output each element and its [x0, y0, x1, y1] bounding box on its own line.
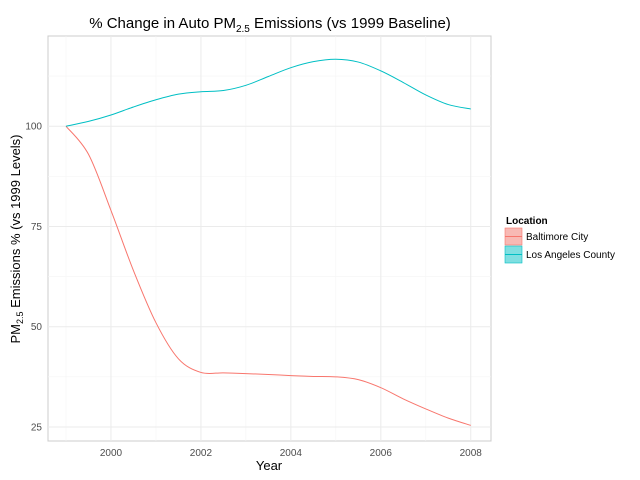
panel-background — [47, 35, 492, 442]
legend-title: Location — [506, 216, 548, 227]
y-tick-label: 75 — [31, 222, 43, 233]
legend: Location Baltimore City Los Angeles Count… — [504, 216, 615, 264]
x-axis-title: Year — [256, 458, 283, 473]
legend-label-baltimore-city: Baltimore City — [526, 232, 588, 243]
x-tick-label: 2006 — [370, 448, 393, 459]
y-tick-label: 100 — [25, 122, 42, 133]
x-tick-label: 2000 — [100, 448, 123, 459]
y-tick-label: 25 — [31, 422, 43, 433]
x-tick-label: 2008 — [460, 448, 483, 459]
chart-title: % Change in Auto PM2.5 Emissions (vs 199… — [89, 15, 451, 35]
plot-area: 2000 2002 2004 2006 2008 25 50 75 100 — [25, 35, 492, 459]
series-line-baltimore-city — [65, 125, 471, 426]
y-axis-title: PM2.5 Emissions % (vs 1999 Levels) — [8, 134, 25, 343]
legend-label-los-angeles-county: Los Angeles County — [526, 250, 615, 261]
x-tick-label: 2002 — [190, 448, 213, 459]
legend-item-baltimore-city: Baltimore City — [504, 227, 588, 246]
series-line-los-angeles-county — [65, 58, 471, 127]
legend-item-los-angeles-county: Los Angeles County — [504, 245, 615, 264]
x-tick-label: 2004 — [280, 448, 303, 459]
y-tick-label: 50 — [31, 322, 43, 333]
